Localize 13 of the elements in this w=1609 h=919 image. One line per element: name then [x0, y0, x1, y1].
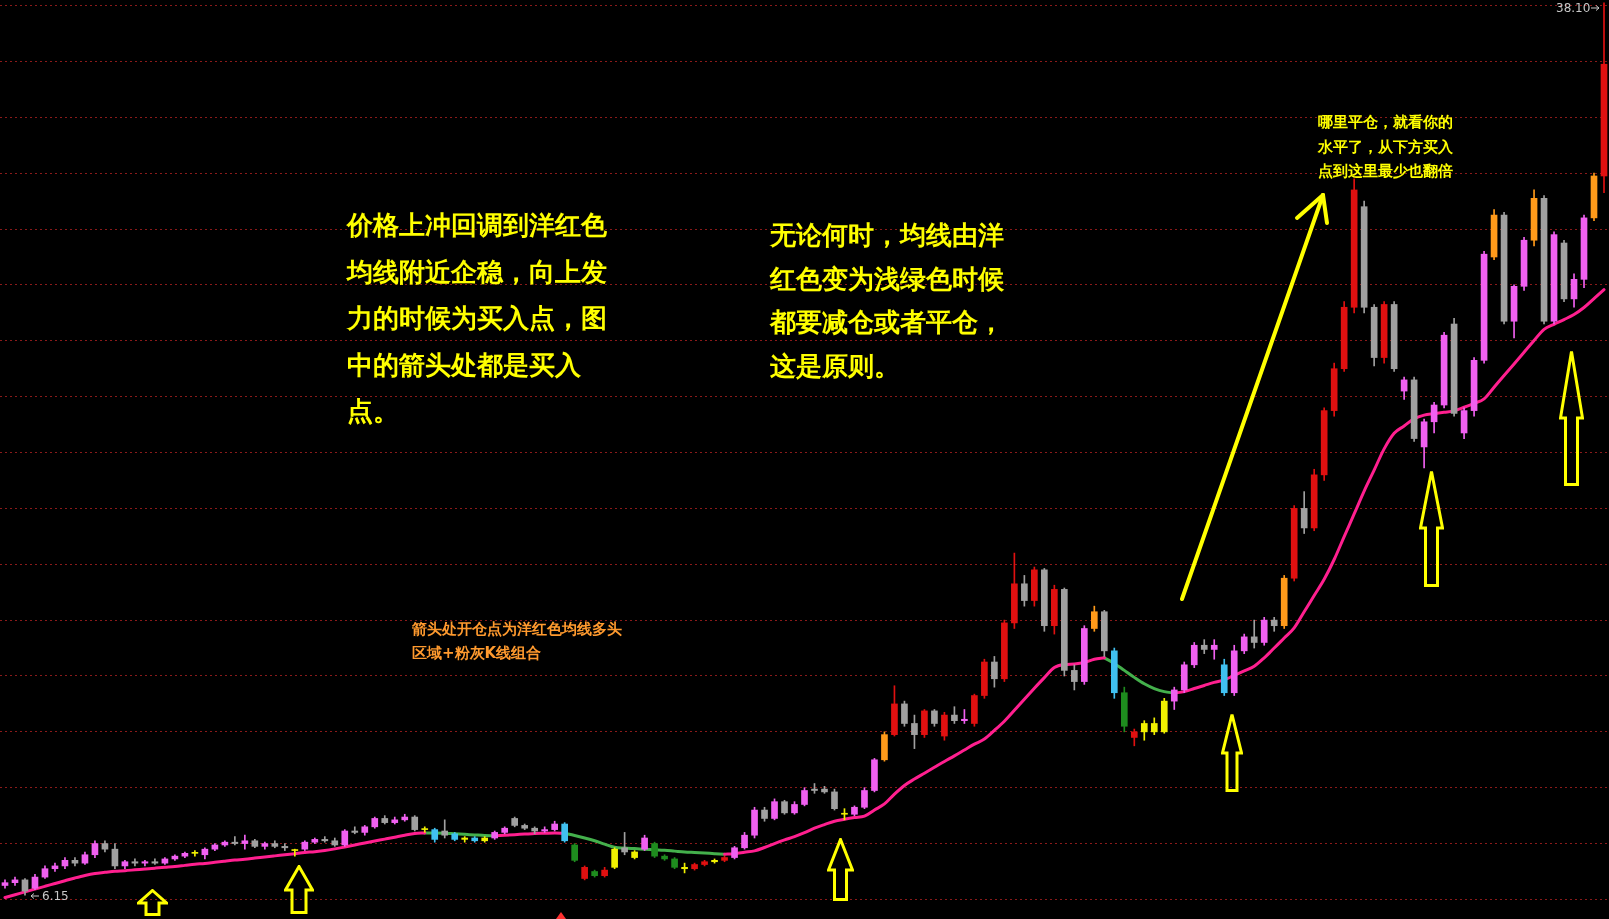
candlestick: [281, 843, 289, 851]
annotation: 箭头处开仓点为洋红色均线多头区域+粉灰K线组合: [412, 619, 623, 664]
candlestick: [1210, 639, 1218, 660]
annotation: 哪里平仓，就看你的水平了，从下方买入点到这里最少也翻倍: [1318, 112, 1454, 182]
annotation: 无论何时，均线由洋红色变为浅绿色时候都要减仓或者平仓，这是原则。: [770, 219, 1005, 383]
candlestick: [321, 836, 329, 843]
candlestick: [461, 836, 469, 843]
candlestick: [351, 826, 359, 835]
candlestick: [1250, 619, 1258, 649]
annotation: 价格上冲回调到洋红色均线附近企稳，向上发力的时候为买入点，图中的箭头处都是买入点。: [347, 209, 608, 428]
annotation: 6.15: [42, 888, 69, 904]
candlestick: [421, 826, 429, 833]
annotation: 38.10: [1556, 0, 1591, 16]
